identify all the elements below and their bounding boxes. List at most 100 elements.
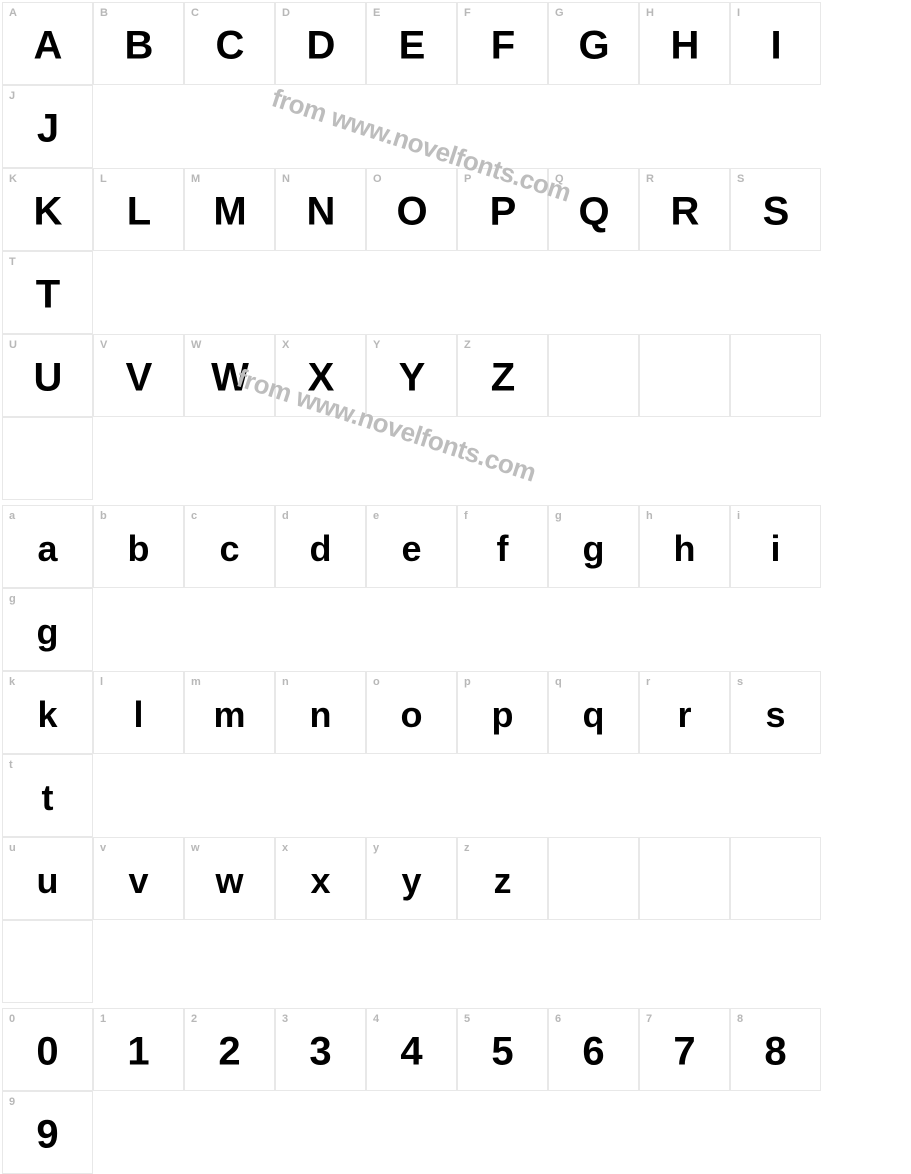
glyph-display: Z <box>491 356 514 401</box>
glyph-display: v <box>128 860 148 902</box>
glyph-cell: oo <box>366 671 457 754</box>
glyph-cell: 00 <box>2 1008 93 1091</box>
glyph-cell: gg <box>2 588 93 671</box>
glyph-cell: TT <box>2 251 93 334</box>
glyph-display: e <box>401 528 421 570</box>
cell-key-label: t <box>9 759 13 771</box>
glyph-cell: nn <box>275 671 366 754</box>
glyph-display: o <box>401 694 423 736</box>
cell-key-label: q <box>555 676 562 688</box>
cell-key-label: M <box>191 173 200 185</box>
glyph-cell: gg <box>548 505 639 588</box>
glyph-cell: ff <box>457 505 548 588</box>
cell-key-label: O <box>373 173 382 185</box>
cell-key-label: V <box>100 339 107 351</box>
glyph-display: Y <box>399 356 425 401</box>
glyph-display: s <box>765 694 785 736</box>
cell-key-label: l <box>100 676 103 688</box>
glyph-cell: EE <box>366 2 457 85</box>
glyph-cell: WW <box>184 334 275 417</box>
glyph-display: c <box>219 528 239 570</box>
glyph-cell: tt <box>2 754 93 837</box>
glyph-display: B <box>125 24 153 69</box>
glyph-cell: CC <box>184 2 275 85</box>
glyph-cell: pp <box>457 671 548 754</box>
glyph-cell: ss <box>730 671 821 754</box>
cell-key-label: c <box>191 510 197 522</box>
glyph-display: L <box>127 190 150 235</box>
cell-key-label: I <box>737 7 740 19</box>
glyph-display: h <box>674 528 696 570</box>
glyph-cell: PP <box>457 168 548 251</box>
glyph-cell: 55 <box>457 1008 548 1091</box>
glyph-cell: JJ <box>2 85 93 168</box>
glyph-display: E <box>399 24 425 69</box>
glyph-display: X <box>308 356 334 401</box>
cell-key-label: r <box>646 676 650 688</box>
cell-key-label: Q <box>555 173 564 185</box>
glyph-cell <box>548 837 639 920</box>
cell-key-label: 0 <box>9 1013 15 1025</box>
glyph-cell: zz <box>457 837 548 920</box>
cell-key-label: P <box>464 173 471 185</box>
glyph-cell <box>548 334 639 417</box>
cell-key-label: 9 <box>9 1096 15 1108</box>
glyph-cell: 33 <box>275 1008 366 1091</box>
glyph-cell: bb <box>93 505 184 588</box>
cell-key-label: h <box>646 510 653 522</box>
glyph-cell: 88 <box>730 1008 821 1091</box>
cell-key-label: z <box>464 842 470 854</box>
glyph-display: t <box>42 777 54 819</box>
glyph-display: i <box>770 528 780 570</box>
glyph-display: 1 <box>127 1030 149 1075</box>
glyph-cell: GG <box>548 2 639 85</box>
glyph-display: 7 <box>673 1030 695 1075</box>
cell-key-label: R <box>646 173 654 185</box>
cell-key-label: 6 <box>555 1013 561 1025</box>
glyph-display: u <box>37 860 59 902</box>
glyph-display: p <box>492 694 514 736</box>
glyph-cell: qq <box>548 671 639 754</box>
glyph-display: U <box>34 356 62 401</box>
glyph-display: m <box>213 694 245 736</box>
glyph-cell: XX <box>275 334 366 417</box>
cell-key-label: 5 <box>464 1013 470 1025</box>
glyph-cell: kk <box>2 671 93 754</box>
glyph-cell: rr <box>639 671 730 754</box>
glyph-cell: II <box>730 2 821 85</box>
glyph-cell: SS <box>730 168 821 251</box>
cell-key-label: L <box>100 173 107 185</box>
glyph-display: M <box>213 190 245 235</box>
glyph-display: H <box>671 24 699 69</box>
glyph-cell: VV <box>93 334 184 417</box>
glyph-cell: RR <box>639 168 730 251</box>
glyph-display: 2 <box>218 1030 240 1075</box>
glyph-cell: 44 <box>366 1008 457 1091</box>
cell-key-label: G <box>555 7 564 19</box>
cell-key-label: p <box>464 676 471 688</box>
glyph-display: w <box>215 860 243 902</box>
glyph-display: S <box>763 190 789 235</box>
cell-key-label: 8 <box>737 1013 743 1025</box>
cell-key-label: y <box>373 842 379 854</box>
glyph-cell: vv <box>93 837 184 920</box>
glyph-display: r <box>677 694 691 736</box>
glyph-cell: MM <box>184 168 275 251</box>
glyph-cell: ll <box>93 671 184 754</box>
glyph-display: a <box>37 528 57 570</box>
glyph-cell: HH <box>639 2 730 85</box>
cell-key-label: 3 <box>282 1013 288 1025</box>
glyph-display: G <box>578 24 608 69</box>
glyph-display: d <box>310 528 332 570</box>
cell-key-label: 4 <box>373 1013 379 1025</box>
glyph-cell: QQ <box>548 168 639 251</box>
glyph-display: W <box>211 356 248 401</box>
glyph-display: k <box>37 694 57 736</box>
cell-key-label: x <box>282 842 288 854</box>
glyph-cell: OO <box>366 168 457 251</box>
cell-key-label: Z <box>464 339 471 351</box>
character-map-grid: AABBCCDDEEFFGGHHIIJJKKLLMMNNOOPPQQRRSSTT… <box>0 0 911 668</box>
cell-key-label: D <box>282 7 290 19</box>
glyph-cell: 11 <box>93 1008 184 1091</box>
glyph-cell: aa <box>2 505 93 588</box>
